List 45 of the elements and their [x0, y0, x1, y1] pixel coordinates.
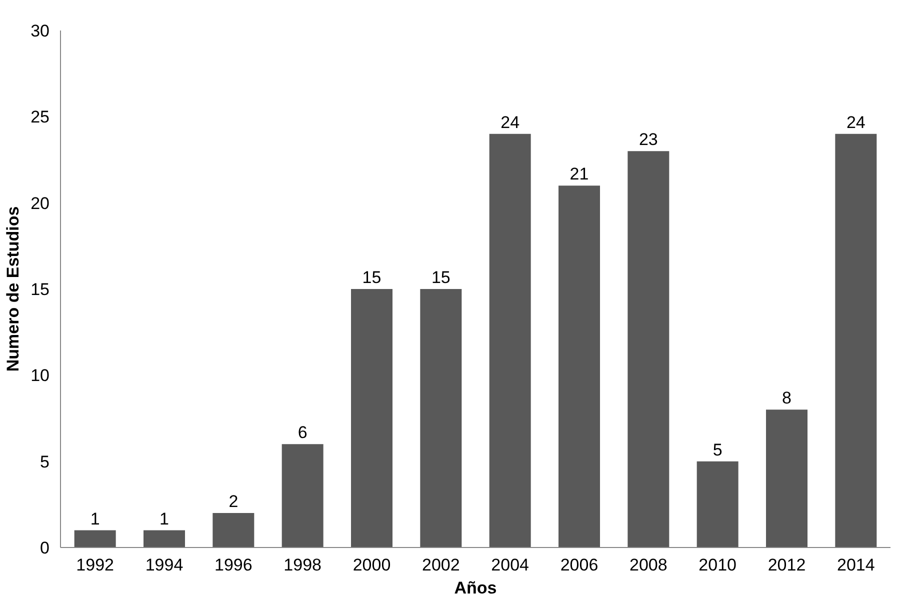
data-label: 6: [298, 423, 308, 442]
bar: [282, 444, 324, 548]
y-tick-label: 15: [30, 280, 50, 299]
y-tick-label: 0: [40, 538, 50, 558]
bar: [696, 461, 738, 548]
bar: [212, 513, 254, 548]
bar: [766, 410, 808, 548]
x-tick-label: 2010: [698, 556, 736, 574]
x-tick-label: 2000: [352, 556, 391, 574]
x-tick-label: 2002: [422, 556, 460, 574]
x-axis-title: Años: [454, 578, 497, 598]
data-label: 8: [782, 388, 792, 408]
x-tick-label: 1994: [145, 556, 184, 574]
data-label: 24: [846, 112, 866, 132]
x-tick-label: 1998: [284, 556, 322, 574]
bar: [420, 289, 462, 548]
data-label: 23: [638, 130, 658, 150]
bar: [558, 186, 600, 548]
x-tick-label: 2008: [630, 556, 668, 574]
bar: [489, 134, 531, 548]
x-tick-label: 1996: [214, 556, 252, 574]
x-tick-label: 2012: [768, 556, 806, 574]
bar: [74, 530, 116, 548]
y-tick-label: 10: [30, 366, 50, 386]
bar: [144, 530, 185, 548]
y-tick-label: 25: [30, 108, 50, 127]
x-tick-label: 1992: [76, 556, 114, 574]
data-label: 21: [570, 164, 589, 184]
y-tick-label: 20: [30, 194, 50, 213]
data-label: 1: [90, 509, 100, 528]
x-tick-label: 2014: [837, 556, 875, 574]
y-tick-label: 30: [30, 22, 50, 40]
data-label: 1: [160, 509, 169, 528]
bar: [351, 289, 392, 548]
data-label: 5: [712, 440, 722, 460]
bar: [835, 134, 877, 548]
bar: [628, 151, 670, 548]
y-axis-title: Numero de Estudios: [4, 206, 23, 372]
x-tick-label: 2006: [560, 556, 598, 574]
y-tick-label: 5: [40, 452, 50, 472]
data-label: 15: [362, 268, 382, 287]
data-label: 2: [228, 492, 238, 512]
data-label: 24: [500, 112, 520, 132]
data-label: 15: [431, 268, 450, 287]
x-tick-label: 2004: [491, 556, 529, 574]
